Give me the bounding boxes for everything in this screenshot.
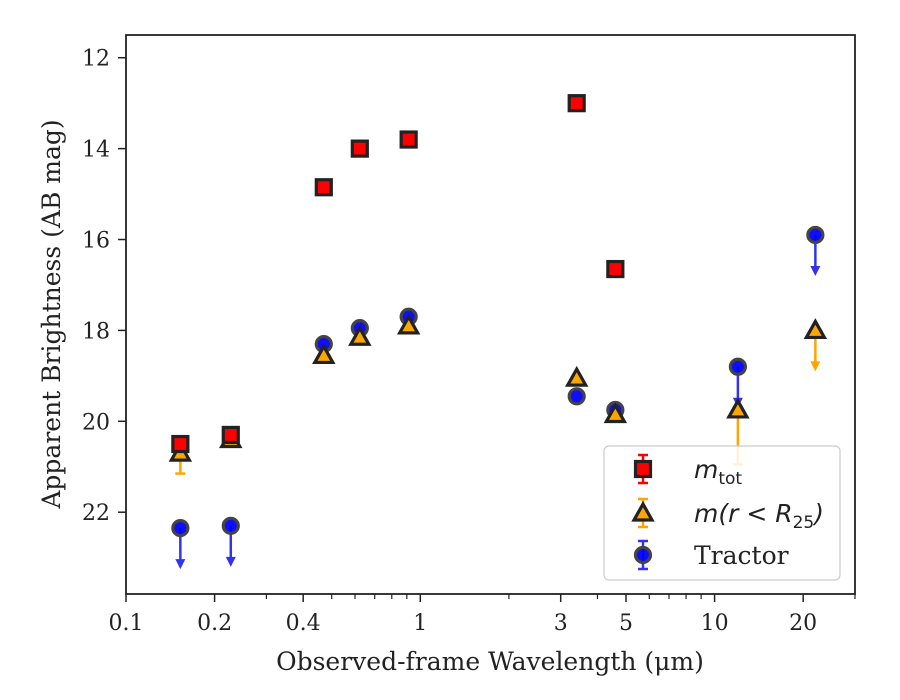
axis-ticks: 0.1 0.2 0.4 1 3 5 10 20 12 14 16 18 20 22 [82,47,856,636]
legend-marker-triangle [631,500,655,522]
legend: mtot m(r < R25) Tractor [603,445,841,581]
y-axis-title: Apparent Brightness (AB mag) [37,119,66,509]
y-tick-label: 14 [82,138,110,163]
x-tick-label: 3 [554,611,568,636]
data-point-square [350,139,369,158]
legend-label-main: m(r < R [694,499,793,528]
data-point-circle [171,519,190,538]
data-point-triangle [564,365,589,387]
upper-limit-arrowhead [810,361,821,372]
legend-marker-square [633,459,653,479]
x-axis-title: Observed-frame Wavelength (μm) [276,647,704,676]
data-point-square [171,434,190,454]
data-point-triangle [348,324,372,346]
x-tick-label: 20 [789,611,817,636]
upper-limit-arrowhead [225,556,236,567]
data-point-square [399,130,418,149]
y-tick-label: 18 [82,319,110,344]
data-point-square [567,94,586,113]
legend-label: mtot [694,455,742,489]
x-tick-label: 1 [413,611,427,636]
x-tick-label: 5 [619,611,633,636]
legend-box [603,445,841,581]
legend-label-main: m [694,455,718,484]
legend-label-subscript: tot [718,469,742,489]
axes-frame [125,34,856,595]
data-point-triangle [603,402,628,424]
data-point-square [221,425,240,445]
data-point-circle [806,225,825,245]
x-tick-label: 0.1 [109,611,144,636]
upper-limit-arrowhead [175,559,186,570]
data-point-triangle [312,343,336,365]
x-tick-label: 10 [701,611,729,636]
x-tick-label: 0.4 [286,611,321,636]
x-tick-label: 0.2 [197,611,232,636]
data-point-circle [221,516,240,535]
data-point-triangle [803,318,828,340]
upper-limit-arrowhead [810,265,821,276]
data-point-triangle [726,397,750,419]
data-point-square [606,259,625,279]
data-point-circle [567,387,586,406]
legend-label-subscript: 25 [793,513,815,533]
data-point-square [314,178,333,197]
data-point-circle [728,357,747,376]
y-tick-label: 20 [82,410,110,435]
legend-marker-circle [633,545,653,565]
y-tick-label: 12 [82,47,110,72]
legend-label: Tractor [694,541,789,570]
plot-area [168,94,828,570]
y-tick-label: 16 [82,229,110,254]
legend-label-tail: ) [812,499,824,528]
legend-label-main: Tractor [694,541,789,570]
y-tick-label: 22 [82,501,110,526]
data-point-triangle [396,313,421,335]
legend-label: m(r < R25) [694,499,824,533]
